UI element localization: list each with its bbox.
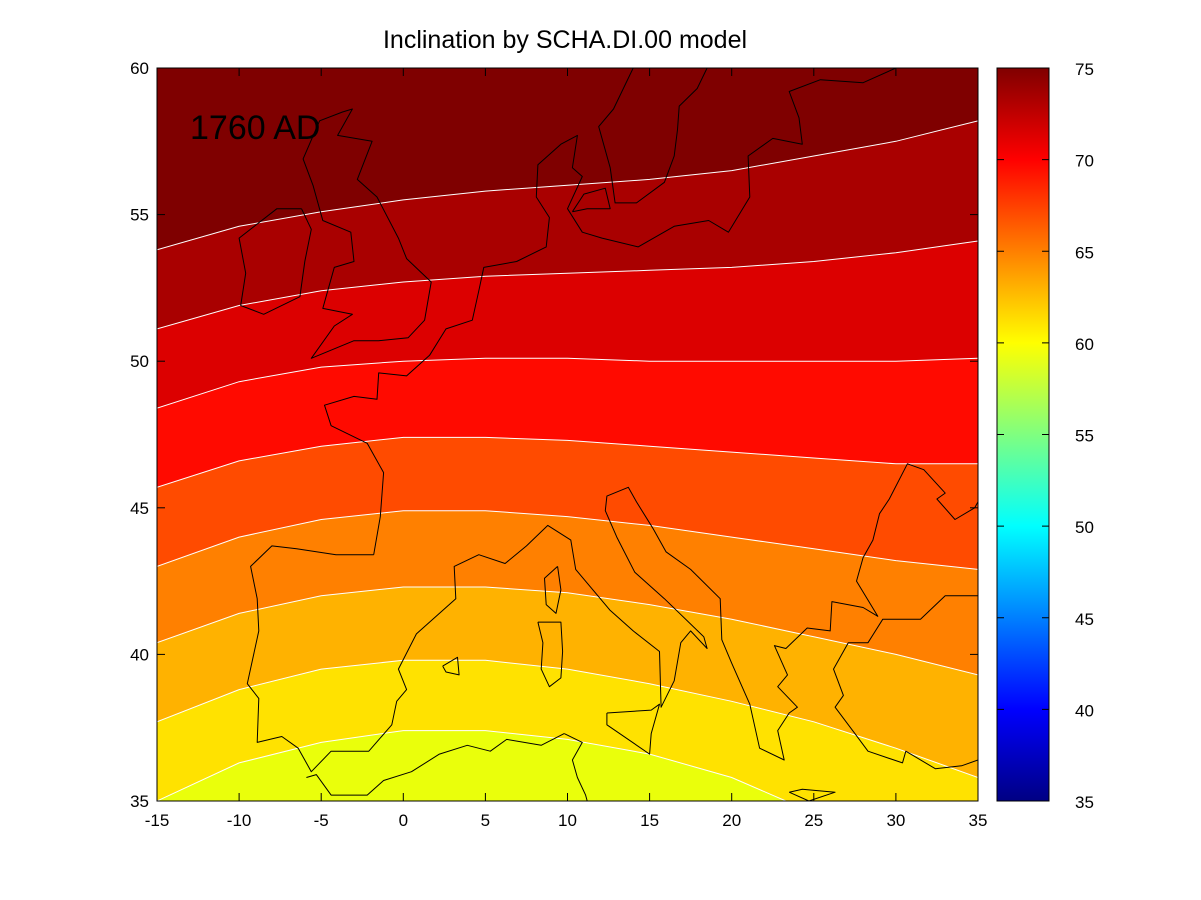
coastline-8 (537, 621, 564, 688)
x-axis: -15 -10 -5 0 5 10 15 20 25 30 35 (145, 68, 988, 830)
colorbar-tick-label: 50 (1075, 518, 1094, 537)
x-tick-label: 35 (969, 811, 988, 830)
x-tick-label: 10 (558, 811, 577, 830)
coastline-9 (544, 566, 562, 614)
colorbar-tick-label: 55 (1075, 427, 1094, 446)
colorbar-tick-label: 35 (1075, 793, 1094, 812)
contour-line-64 (157, 586, 978, 676)
x-tick-label: 0 (399, 811, 408, 830)
x-tick-label: -10 (227, 811, 252, 830)
colorbar-gradient (997, 68, 1049, 801)
x-tick-label: 20 (722, 811, 741, 830)
coastline-3 (598, 68, 708, 204)
contour-band-74 (157, 68, 978, 250)
coastline-5 (833, 595, 978, 770)
coastline-7 (306, 733, 565, 796)
x-tick-label: 30 (886, 811, 905, 830)
colorbar-ticks: 35 40 45 50 55 60 65 70 75 (997, 60, 1094, 812)
contour-line-72 (157, 240, 978, 330)
chart-title: Inclination by SCHA.DI.00 model (383, 26, 747, 54)
coastline-4 (246, 463, 978, 773)
contour-line-62 (157, 659, 978, 778)
colorbar-tick-label: 70 (1075, 152, 1094, 171)
coastlines (238, 68, 978, 801)
contour-line-68 (157, 436, 978, 488)
y-tick-label: 55 (130, 206, 149, 225)
y-axis: 35 40 45 50 55 60 (130, 59, 978, 811)
coastline-6 (563, 733, 588, 801)
contour-line-70 (157, 357, 978, 409)
colorbar: 35 40 45 50 55 60 65 70 75 (996, 60, 1094, 812)
y-tick-label: 50 (130, 352, 149, 371)
contour-line-60 (157, 730, 787, 801)
y-tick-label: 35 (130, 792, 149, 811)
y-tick-label: 60 (130, 59, 149, 78)
colorbar-tick-label: 65 (1075, 243, 1094, 262)
y-tick-label: 45 (130, 499, 149, 518)
y-tick-label: 40 (130, 645, 149, 664)
x-tick-label: -15 (145, 811, 170, 830)
colorbar-tick-label: 75 (1075, 60, 1094, 79)
coastline-10 (606, 703, 660, 755)
plot-area (157, 68, 978, 801)
coastline-0 (302, 108, 432, 359)
x-tick-label: 15 (640, 811, 659, 830)
x-tick-label: 5 (481, 811, 490, 830)
coastline-11 (442, 656, 460, 676)
x-tick-label: 25 (804, 811, 823, 830)
coastline-2 (324, 68, 897, 555)
colorbar-tick-label: 60 (1075, 335, 1094, 354)
coastline-1 (238, 208, 312, 315)
coastline-13 (571, 187, 611, 213)
contour-line-66 (157, 510, 978, 570)
coastline-12 (788, 788, 836, 801)
colorbar-tick-label: 40 (1075, 701, 1094, 720)
year-annotation: 1760 AD (190, 109, 320, 147)
contour-line-74 (157, 120, 978, 251)
x-tick-label: -5 (314, 811, 329, 830)
colorbar-tick-label: 45 (1075, 610, 1094, 629)
contour-bands (157, 68, 978, 801)
contour-lines (157, 120, 978, 801)
